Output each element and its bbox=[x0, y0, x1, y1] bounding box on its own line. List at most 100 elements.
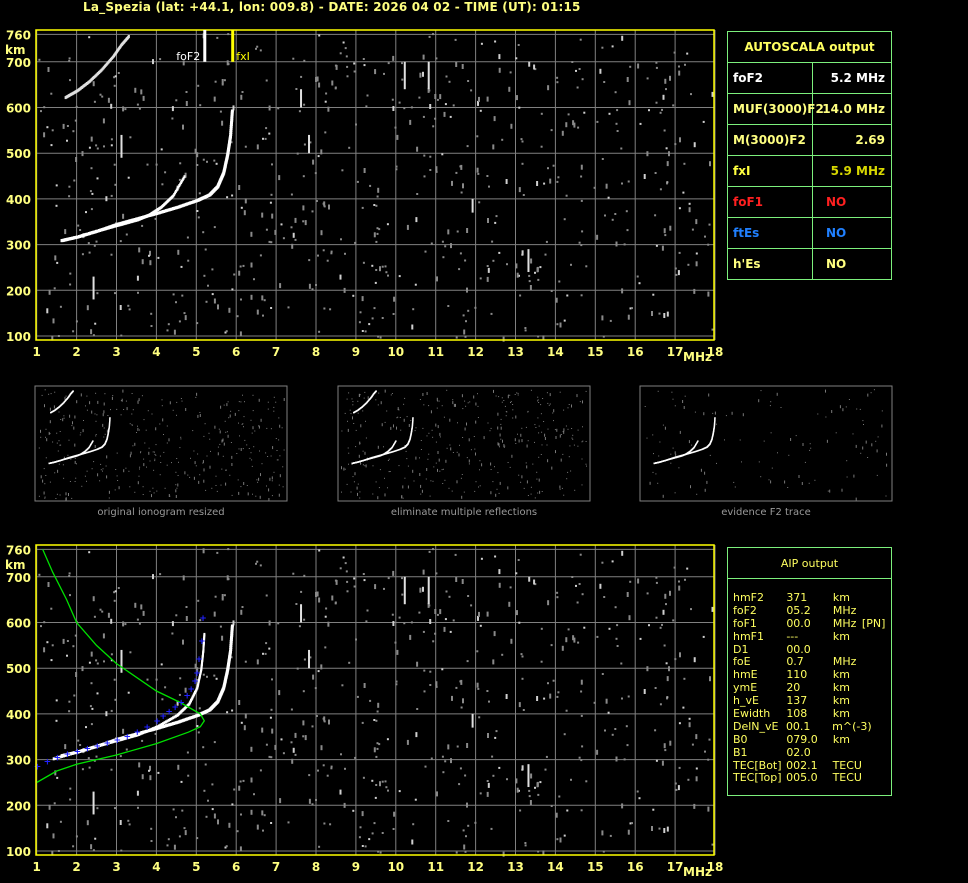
thumbnail-noise bbox=[436, 397, 438, 401]
noise-echo bbox=[474, 821, 477, 824]
thumbnail-trace-point bbox=[367, 458, 370, 460]
noise-echo bbox=[654, 172, 657, 174]
noise-echo bbox=[296, 152, 299, 155]
o-trace-point bbox=[166, 719, 169, 723]
noise-echo bbox=[395, 680, 398, 683]
aip-param: B1 bbox=[733, 745, 748, 759]
o-trace-point bbox=[167, 718, 170, 722]
thumbnail-noise bbox=[758, 399, 760, 403]
thumbnail-noise bbox=[161, 405, 163, 407]
thumbnail-trace-point bbox=[384, 453, 387, 455]
thumbnail-trace-point bbox=[366, 458, 368, 461]
noise-echo bbox=[638, 797, 641, 800]
thumbnail-trace-point bbox=[689, 452, 691, 454]
noise-echo bbox=[688, 722, 691, 728]
thumbnail-noise bbox=[156, 490, 158, 492]
noise-echo bbox=[166, 844, 169, 847]
thumbnail-noise bbox=[375, 399, 377, 401]
aip-value: 00.0 bbox=[786, 616, 811, 630]
aip-flag bbox=[862, 604, 891, 617]
noise-echo bbox=[240, 206, 243, 209]
thumbnail-noise bbox=[169, 401, 171, 405]
aip-flag: [PN] bbox=[861, 616, 886, 630]
x-trace-point bbox=[229, 649, 232, 653]
noise-echo bbox=[476, 650, 479, 653]
noise-echo bbox=[227, 63, 230, 66]
header-title: La_Spezia (lat: +44.1, lon: 009.8) - DAT… bbox=[83, 0, 581, 14]
autoscala-output-panel: AUTOSCALA output foF2 5.2 MHz MUF(3000)F2 1… bbox=[727, 31, 892, 280]
noise-echo bbox=[429, 619, 432, 624]
thumbnail-noise bbox=[38, 495, 40, 497]
noise-echo bbox=[265, 743, 268, 746]
noise-echo bbox=[626, 744, 629, 747]
noise-echo bbox=[290, 708, 293, 711]
thumbnail-noise bbox=[344, 468, 346, 470]
thumbnail-noise bbox=[503, 446, 505, 448]
noise-echo bbox=[611, 45, 614, 48]
noise-echo bbox=[678, 585, 681, 591]
thumbnail-noise bbox=[74, 415, 76, 419]
noise-echo bbox=[463, 329, 466, 335]
noise-echo bbox=[356, 695, 359, 698]
noise-echo bbox=[580, 164, 583, 170]
noise-echo bbox=[232, 105, 235, 111]
thumbnail-trace-point bbox=[713, 428, 715, 431]
thumbnail-noise bbox=[195, 396, 197, 398]
noise-echo bbox=[159, 573, 162, 576]
noise-echo bbox=[89, 190, 92, 193]
noise-echo bbox=[684, 63, 686, 66]
aip-value: 00.1 bbox=[785, 719, 811, 733]
thumbnail-noise bbox=[71, 425, 73, 427]
thumbnail-trace-point bbox=[351, 462, 353, 465]
noise-echo bbox=[233, 273, 236, 276]
thumbnail-noise bbox=[351, 464, 353, 465]
thumbnail-noise bbox=[510, 402, 511, 403]
thumbnail-trace-point bbox=[383, 453, 386, 455]
noise-echo bbox=[309, 141, 312, 144]
noise-echo bbox=[669, 75, 671, 81]
thumbnail-trace-point bbox=[67, 457, 70, 459]
noise-echo bbox=[250, 746, 253, 752]
noise-echo bbox=[149, 765, 151, 771]
noise-echo bbox=[648, 624, 650, 627]
noise-echo bbox=[444, 618, 447, 621]
thumbnail-noise bbox=[855, 497, 857, 501]
thumbnail-noise bbox=[112, 395, 114, 397]
noise-echo bbox=[304, 220, 307, 226]
thumbnail-noise bbox=[546, 392, 548, 394]
thumbnail-trace-point bbox=[712, 431, 715, 433]
thumbnail-noise bbox=[271, 476, 273, 480]
thumbnail-noise bbox=[267, 456, 269, 457]
noise-echo bbox=[434, 94, 437, 99]
noise-echo bbox=[387, 274, 389, 277]
thumbnail-noise bbox=[357, 412, 359, 414]
thumbnail-noise bbox=[94, 413, 96, 415]
aip-unit bbox=[833, 746, 862, 759]
thumbnail-noise bbox=[140, 452, 141, 454]
noise-echo bbox=[488, 700, 490, 703]
thumbnail-noise bbox=[80, 393, 82, 397]
noise-echo bbox=[323, 307, 326, 310]
thumbnail-trace-point bbox=[698, 449, 700, 452]
thumbnail-noise bbox=[40, 475, 42, 479]
noise-echo bbox=[342, 41, 345, 44]
thumbnail-trace-point bbox=[378, 454, 381, 457]
noise-echo bbox=[211, 808, 214, 811]
thumbnail-trace-point bbox=[107, 431, 110, 433]
thumbnail-noise bbox=[85, 405, 86, 407]
noise-echo bbox=[81, 666, 84, 672]
fitted-trace-point: + bbox=[44, 757, 52, 767]
x-tick-label: 6 bbox=[232, 860, 240, 874]
noise-echo bbox=[379, 336, 382, 339]
thumbnail-noise bbox=[538, 432, 540, 434]
thumbnail-noise bbox=[279, 474, 281, 478]
noise-echo bbox=[486, 265, 489, 267]
noise-echo bbox=[298, 625, 301, 628]
thumbnail-noise bbox=[441, 405, 443, 407]
noise-echo bbox=[261, 727, 264, 733]
thumbnail-noise bbox=[398, 409, 400, 411]
thumbnail-noise bbox=[415, 456, 417, 460]
noise-echo bbox=[463, 844, 466, 850]
noise-echo bbox=[196, 210, 199, 212]
aip-value: 02.0 bbox=[786, 745, 811, 759]
